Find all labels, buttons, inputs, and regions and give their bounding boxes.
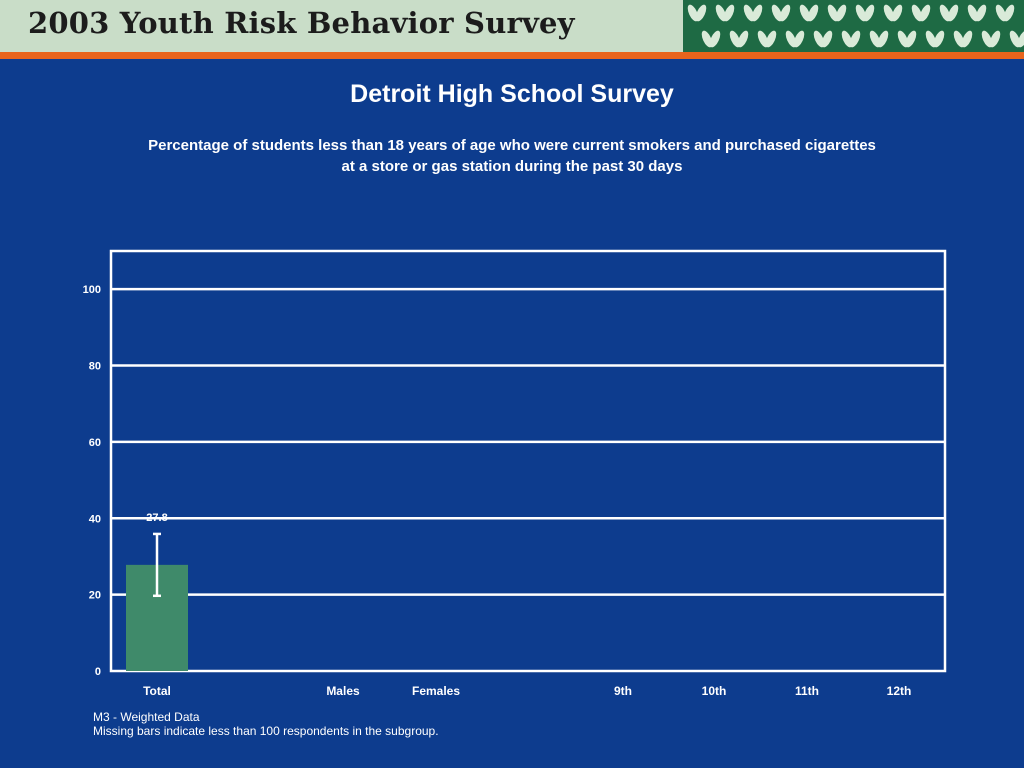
chart-title: Detroit High School Survey [350, 80, 674, 108]
leaf-icon [1009, 30, 1024, 48]
leaf-icon [799, 4, 819, 22]
leaf-icon [953, 30, 973, 48]
leaf-icon [701, 30, 721, 48]
y-tick-label: 60 [89, 437, 101, 449]
x-tick-label: Females [412, 684, 460, 698]
leaf-icon [841, 30, 861, 48]
y-tick-label: 0 [95, 666, 101, 678]
leaf-icon [869, 30, 889, 48]
y-tick-label: 20 [89, 590, 101, 602]
x-tick-label: Males [326, 684, 360, 698]
footnote-weighted: M3 - Weighted Data [93, 710, 200, 724]
footnotes: M3 - Weighted Data Missing bars indicate… [93, 710, 439, 738]
leaf-icon [715, 4, 735, 22]
leaf-icon [743, 4, 763, 22]
leaf-icon [757, 30, 777, 48]
leaf-icon [939, 4, 959, 22]
leaf-icon [981, 30, 1001, 48]
leaf-icon [729, 30, 749, 48]
leaf-icon [911, 4, 931, 22]
y-tick-label: 80 [89, 361, 101, 373]
leaf-icon [785, 30, 805, 48]
y-tick-label: 100 [83, 284, 101, 296]
data-label: 27.8 [146, 512, 167, 524]
header-banner: 2003 Youth Risk Behavior Survey [0, 0, 1024, 52]
leaf-icon [967, 4, 987, 22]
leaf-icon [771, 4, 791, 22]
accent-bar [0, 52, 1024, 59]
x-tick-label: 10th [702, 684, 727, 698]
chart-subtitle: Percentage of students less than 18 year… [80, 135, 944, 177]
leaf-pattern-icon [683, 0, 1024, 52]
leaf-icon [813, 30, 833, 48]
y-tick-label: 40 [89, 513, 101, 525]
footnote-missing-bars: Missing bars indicate less than 100 resp… [93, 724, 439, 738]
subtitle-line-1: Percentage of students less than 18 year… [148, 137, 876, 154]
leaf-icon [995, 4, 1015, 22]
x-tick-label: 12th [887, 684, 912, 698]
x-tick-label: 9th [614, 684, 632, 698]
leaf-icon [883, 4, 903, 22]
subtitle-line-2: at a store or gas station during the pas… [341, 158, 683, 175]
leaf-icon [925, 30, 945, 48]
leaf-icon [827, 4, 847, 22]
leaf-icon [897, 30, 917, 48]
header-title: 2003 Youth Risk Behavior Survey [28, 6, 575, 40]
plot-frame [109, 249, 947, 673]
x-tick-label: Total [143, 684, 171, 698]
leaf-icon [855, 4, 875, 22]
x-tick-label: 11th [795, 684, 819, 698]
leaf-icon [687, 4, 707, 22]
